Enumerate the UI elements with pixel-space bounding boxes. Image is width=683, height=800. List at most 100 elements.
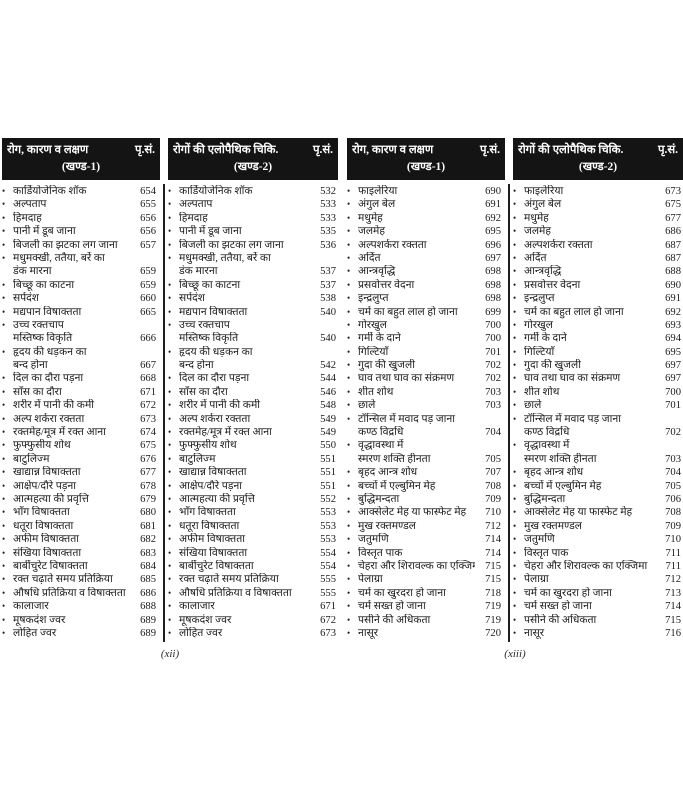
entry-label: कालाजार bbox=[179, 601, 215, 613]
entry-page-number: 657 bbox=[140, 239, 156, 251]
toc-entry: • चर्म का बहुत लाल हो जाना 699 bbox=[347, 306, 505, 319]
bullet-icon: • bbox=[513, 386, 517, 397]
entry-label: अल्पताप bbox=[13, 199, 47, 211]
bullet-icon: • bbox=[2, 400, 6, 411]
entry-label: हृदय की धड़कन का bbox=[13, 346, 87, 358]
toc-entry: • अल्प शर्करा रक्तता 549 bbox=[168, 413, 338, 426]
entry-label: गुदा की खुजली bbox=[524, 360, 581, 372]
entry-page-number: 555 bbox=[320, 574, 336, 586]
bullet-icon: • bbox=[2, 226, 6, 237]
bullet-icon: • bbox=[2, 627, 6, 638]
entry-label: शीत शोथ bbox=[524, 386, 560, 398]
bullet-icon: • bbox=[168, 534, 172, 545]
page-footer-roman-numeral: (xiii) bbox=[504, 648, 526, 661]
toc-entry: • फाइलेरिया 690 bbox=[347, 185, 505, 198]
bullet-icon: • bbox=[513, 601, 517, 612]
entry-page-number: 551 bbox=[320, 467, 336, 479]
entry-label: पसीने की अधिकता bbox=[358, 614, 431, 626]
entry-label: चेहरा और शिरावल्क का एक्जिमा bbox=[358, 560, 475, 572]
page-number-column-label: पृ.सं. bbox=[134, 144, 155, 156]
bullet-icon: • bbox=[2, 293, 6, 304]
entry-page-number: 553 bbox=[320, 520, 336, 532]
bullet-icon: • bbox=[513, 534, 517, 545]
bullet-icon: • bbox=[347, 266, 351, 277]
entry-label: रक्त चढ़ाते समय प्रतिक्रिया bbox=[179, 574, 279, 586]
entry-page-number: 707 bbox=[485, 467, 501, 479]
section-khand2: रोगों की एलोपैथिक चिकि. पृ.सं. (खण्ड-2) … bbox=[168, 138, 338, 640]
entry-page-number: 684 bbox=[140, 560, 156, 572]
toc-entry: • संखिया विषाक्तता 554 bbox=[168, 547, 338, 560]
entry-label: चर्म का बहुत लाल हो जाना bbox=[524, 306, 624, 318]
entry-label: छाले bbox=[524, 400, 542, 412]
page-columns: रोग, कारण व लक्षण पृ.सं. (खण्ड-1) • कार्ड… bbox=[2, 138, 338, 642]
entry-page-number: 703 bbox=[665, 453, 681, 465]
entry-label: अर्दित bbox=[524, 252, 547, 264]
entry-label-continued: मस्तिष्क विकृति bbox=[179, 333, 239, 345]
toc-entry: • आक्षेप/दौरे पड़ना 678 bbox=[2, 480, 160, 493]
bullet-icon: • bbox=[2, 453, 6, 464]
bullet-icon: • bbox=[2, 306, 6, 317]
bullet-icon: • bbox=[168, 601, 172, 612]
bullet-icon: • bbox=[168, 627, 172, 638]
entry-label: बृहद आन्त्र शोध bbox=[524, 467, 584, 479]
entry-page-number: 667 bbox=[140, 360, 156, 372]
bullet-icon: • bbox=[513, 360, 517, 371]
entry-page-number: 689 bbox=[140, 627, 156, 639]
entry-page-number: 686 bbox=[140, 587, 156, 599]
toc-entry: • घाव तथा घाव का संक्रमण 702 bbox=[347, 372, 505, 385]
entry-page-number: 720 bbox=[485, 627, 501, 639]
toc-entry: • गर्मी के दाने 700 bbox=[347, 332, 505, 345]
bullet-icon: • bbox=[347, 560, 351, 571]
toc-entry: • मधुमेह 692 bbox=[347, 212, 505, 225]
entry-page-number: 682 bbox=[140, 534, 156, 546]
entry-page-number: 690 bbox=[665, 279, 681, 291]
entry-label: साँस का दौरा bbox=[179, 386, 228, 398]
toc-entry: • फुफ्फुसीय शोथ 675 bbox=[2, 439, 160, 452]
section-khand2: रोगों की एलोपैथिक चिकि. पृ.सं. (खण्ड-2) … bbox=[513, 138, 683, 640]
toc-entry: • अंगुल बेल 691 bbox=[347, 198, 505, 211]
bullet-icon: • bbox=[2, 252, 6, 263]
bullet-icon: • bbox=[513, 279, 517, 290]
toc-entry: • बाटुलिज्म 676 bbox=[2, 453, 160, 466]
bullet-icon: • bbox=[513, 333, 517, 344]
bullet-icon: • bbox=[513, 266, 517, 277]
entry-label: रक्तमेह/मूत्र में रक्त आना bbox=[179, 427, 272, 439]
bullet-icon: • bbox=[513, 186, 517, 196]
toc-entry: • उच्च रक्तचाप मस्तिष्क विकृति 540 bbox=[168, 319, 338, 346]
toc-entry: • चर्म का खुरदरा हो जाना 713 bbox=[513, 587, 683, 600]
bullet-icon: • bbox=[168, 199, 172, 210]
bullet-icon: • bbox=[347, 574, 351, 585]
toc-entry: • फाइलेरिया 673 bbox=[513, 185, 683, 198]
toc-entry: • अफीम विषाक्तता 553 bbox=[168, 533, 338, 546]
bullet-icon: • bbox=[2, 413, 6, 424]
entry-page-number: 695 bbox=[485, 226, 501, 238]
entry-label: उच्च रक्तचाप bbox=[179, 319, 230, 331]
entry-label: अफीम विषाक्तता bbox=[13, 534, 79, 546]
bullet-icon: • bbox=[168, 306, 172, 317]
entry-page-number: 544 bbox=[320, 373, 336, 385]
toc-entry: • मधुमक्खी, ततैया, बर्रे का डंक मारना 537 bbox=[168, 252, 338, 279]
entry-label: रक्त चढ़ाते समय प्रतिक्रिया bbox=[13, 574, 113, 586]
bullet-icon: • bbox=[347, 226, 351, 237]
entry-label-continued: मस्तिष्क विकृति bbox=[13, 333, 73, 345]
entry-page-number: 700 bbox=[485, 333, 501, 345]
bullet-icon: • bbox=[513, 614, 517, 625]
bullet-icon: • bbox=[2, 427, 6, 438]
bullet-icon: • bbox=[168, 520, 172, 531]
bullet-icon: • bbox=[168, 453, 172, 464]
toc-entry: • इन्द्रलुप्त 698 bbox=[347, 292, 505, 305]
column-header-subtitle: (खण्ड-1) bbox=[406, 161, 446, 173]
entry-page-number: 550 bbox=[320, 440, 336, 452]
bullet-icon: • bbox=[168, 279, 172, 290]
bullet-icon: • bbox=[513, 319, 517, 330]
bullet-icon: • bbox=[513, 467, 517, 478]
entry-page-number: 654 bbox=[140, 186, 156, 197]
entry-page-number: 660 bbox=[140, 293, 156, 305]
toc-entry: • हिमदाह 656 bbox=[2, 212, 160, 225]
toc-entry: • साँस का दौरा 546 bbox=[168, 386, 338, 399]
entry-page-number: 548 bbox=[320, 400, 336, 412]
bullet-icon: • bbox=[347, 467, 351, 478]
entry-label: अर्दित bbox=[358, 252, 381, 264]
toc-entry: • संखिया विषाक्तता 683 bbox=[2, 547, 160, 560]
entry-page-number: 690 bbox=[485, 186, 501, 197]
